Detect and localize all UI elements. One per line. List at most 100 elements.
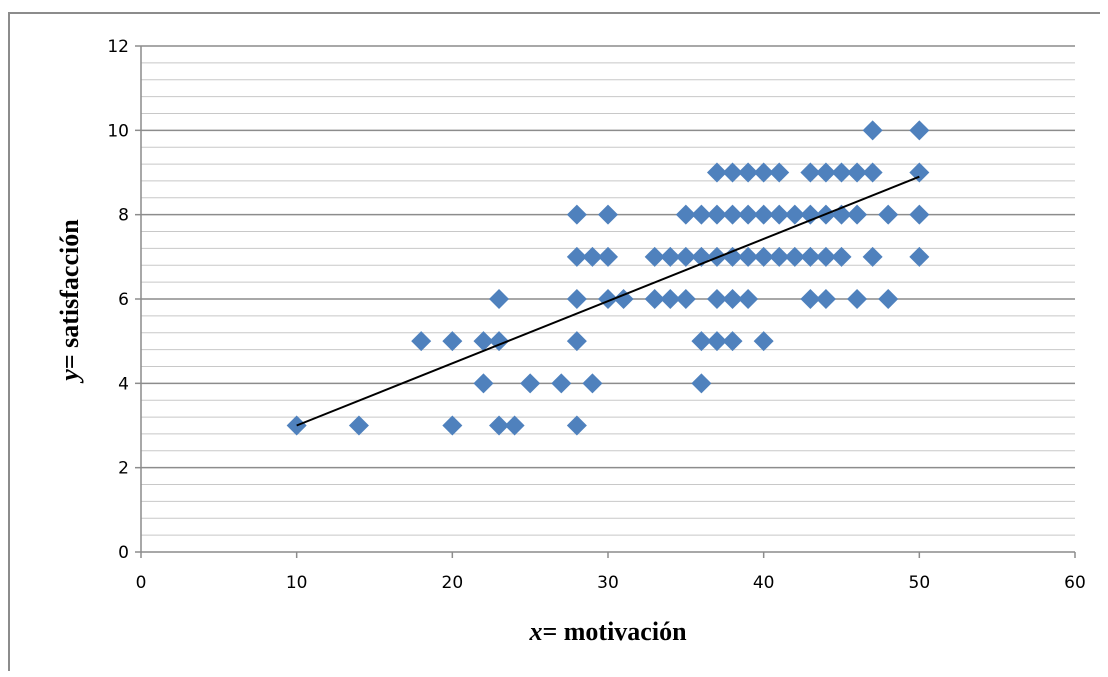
data-point: [753, 246, 774, 267]
data-point: [411, 331, 432, 352]
x-axis-variable: x: [528, 617, 542, 646]
data-point: [691, 204, 712, 225]
y-axis-label: = satisfacción: [55, 219, 84, 369]
x-tick-label: 60: [1064, 573, 1086, 593]
x-axis-label: = motivación: [542, 617, 687, 646]
data-point: [878, 204, 899, 225]
x-tick-label: 30: [597, 573, 619, 593]
data-point: [566, 331, 587, 352]
data-point: [815, 162, 836, 183]
grid-lines: [141, 45, 1075, 536]
data-point: [831, 246, 852, 267]
data-point: [722, 204, 743, 225]
data-point: [784, 246, 805, 267]
data-point: [551, 373, 572, 394]
data-point: [660, 246, 681, 267]
data-point: [722, 246, 743, 267]
data-point: [909, 246, 930, 267]
data-point: [862, 246, 883, 267]
data-point: [473, 331, 494, 352]
data-point: [769, 162, 790, 183]
data-point: [738, 289, 759, 309]
data-point: [706, 162, 727, 183]
data-point: [753, 204, 774, 225]
y-tick-label: 4: [118, 374, 129, 394]
data-point: [800, 246, 821, 267]
data-point: [738, 162, 759, 183]
data-point: [800, 289, 821, 309]
data-point: [442, 415, 463, 436]
data-point: [598, 204, 618, 225]
tick-labels: 0 2 4 6 8 10 12 0 10 20 30 40 50 60: [107, 37, 1085, 593]
x-tick-label: 0: [136, 573, 147, 593]
data-point: [831, 162, 852, 183]
data-point: [706, 289, 727, 309]
data-point: [473, 373, 494, 394]
data-point: [644, 246, 665, 267]
data-point: [769, 204, 790, 225]
data-point: [442, 331, 463, 352]
y-tick-label: 6: [118, 290, 129, 310]
data-point: [909, 162, 930, 183]
data-point: [815, 246, 836, 267]
data-point: [862, 120, 883, 141]
data-point: [660, 289, 681, 309]
x-axis-title: x= motivación: [528, 617, 687, 646]
data-point: [566, 415, 587, 436]
data-point: [644, 289, 665, 309]
data-point: [722, 162, 743, 183]
trendline-group: [296, 175, 920, 427]
y-tick-label: 8: [118, 206, 129, 226]
y-axis-title: y= satisfacción: [55, 219, 84, 384]
data-point: [520, 373, 541, 394]
data-point: [769, 246, 790, 267]
data-point: [348, 415, 369, 436]
data-point: [722, 289, 743, 309]
x-tick-label: 40: [753, 573, 775, 593]
data-point: [613, 289, 634, 309]
data-point: [706, 204, 727, 225]
data-point: [582, 373, 603, 394]
data-point: [675, 204, 696, 225]
y-tick-label: 2: [118, 459, 129, 479]
data-point: [598, 246, 618, 267]
data-point: [566, 289, 587, 309]
data-point: [847, 204, 868, 225]
data-point: [909, 120, 930, 141]
data-point: [675, 246, 696, 267]
data-point: [800, 162, 821, 183]
x-tick-label: 50: [909, 573, 931, 593]
data-point: [706, 331, 727, 352]
data-point: [722, 331, 743, 352]
y-tick-label: 12: [107, 37, 129, 57]
data-point: [566, 204, 587, 225]
data-point: [691, 331, 712, 352]
x-tick-label: 10: [286, 573, 308, 593]
data-point: [753, 331, 774, 352]
trendline: [296, 175, 920, 427]
data-point: [815, 289, 836, 309]
data-point: [738, 246, 759, 267]
y-tick-label: 0: [118, 543, 129, 563]
y-tick-label: 10: [107, 121, 129, 141]
data-point: [753, 162, 774, 183]
data-point: [847, 289, 868, 309]
data-point: [738, 204, 759, 225]
data-point: [675, 289, 696, 309]
data-point: [566, 246, 587, 267]
data-point: [878, 289, 899, 309]
data-point: [504, 415, 525, 436]
data-point: [489, 289, 510, 309]
data-point: [582, 246, 603, 267]
data-point: [784, 204, 805, 225]
data-point: [800, 204, 821, 225]
data-points: [286, 120, 930, 436]
data-point: [847, 162, 868, 183]
x-tick-label: 20: [442, 573, 464, 593]
axes: [135, 45, 1076, 558]
data-point: [691, 373, 712, 394]
data-point: [909, 204, 930, 225]
data-point: [862, 162, 883, 183]
y-axis-variable: y: [55, 369, 84, 384]
